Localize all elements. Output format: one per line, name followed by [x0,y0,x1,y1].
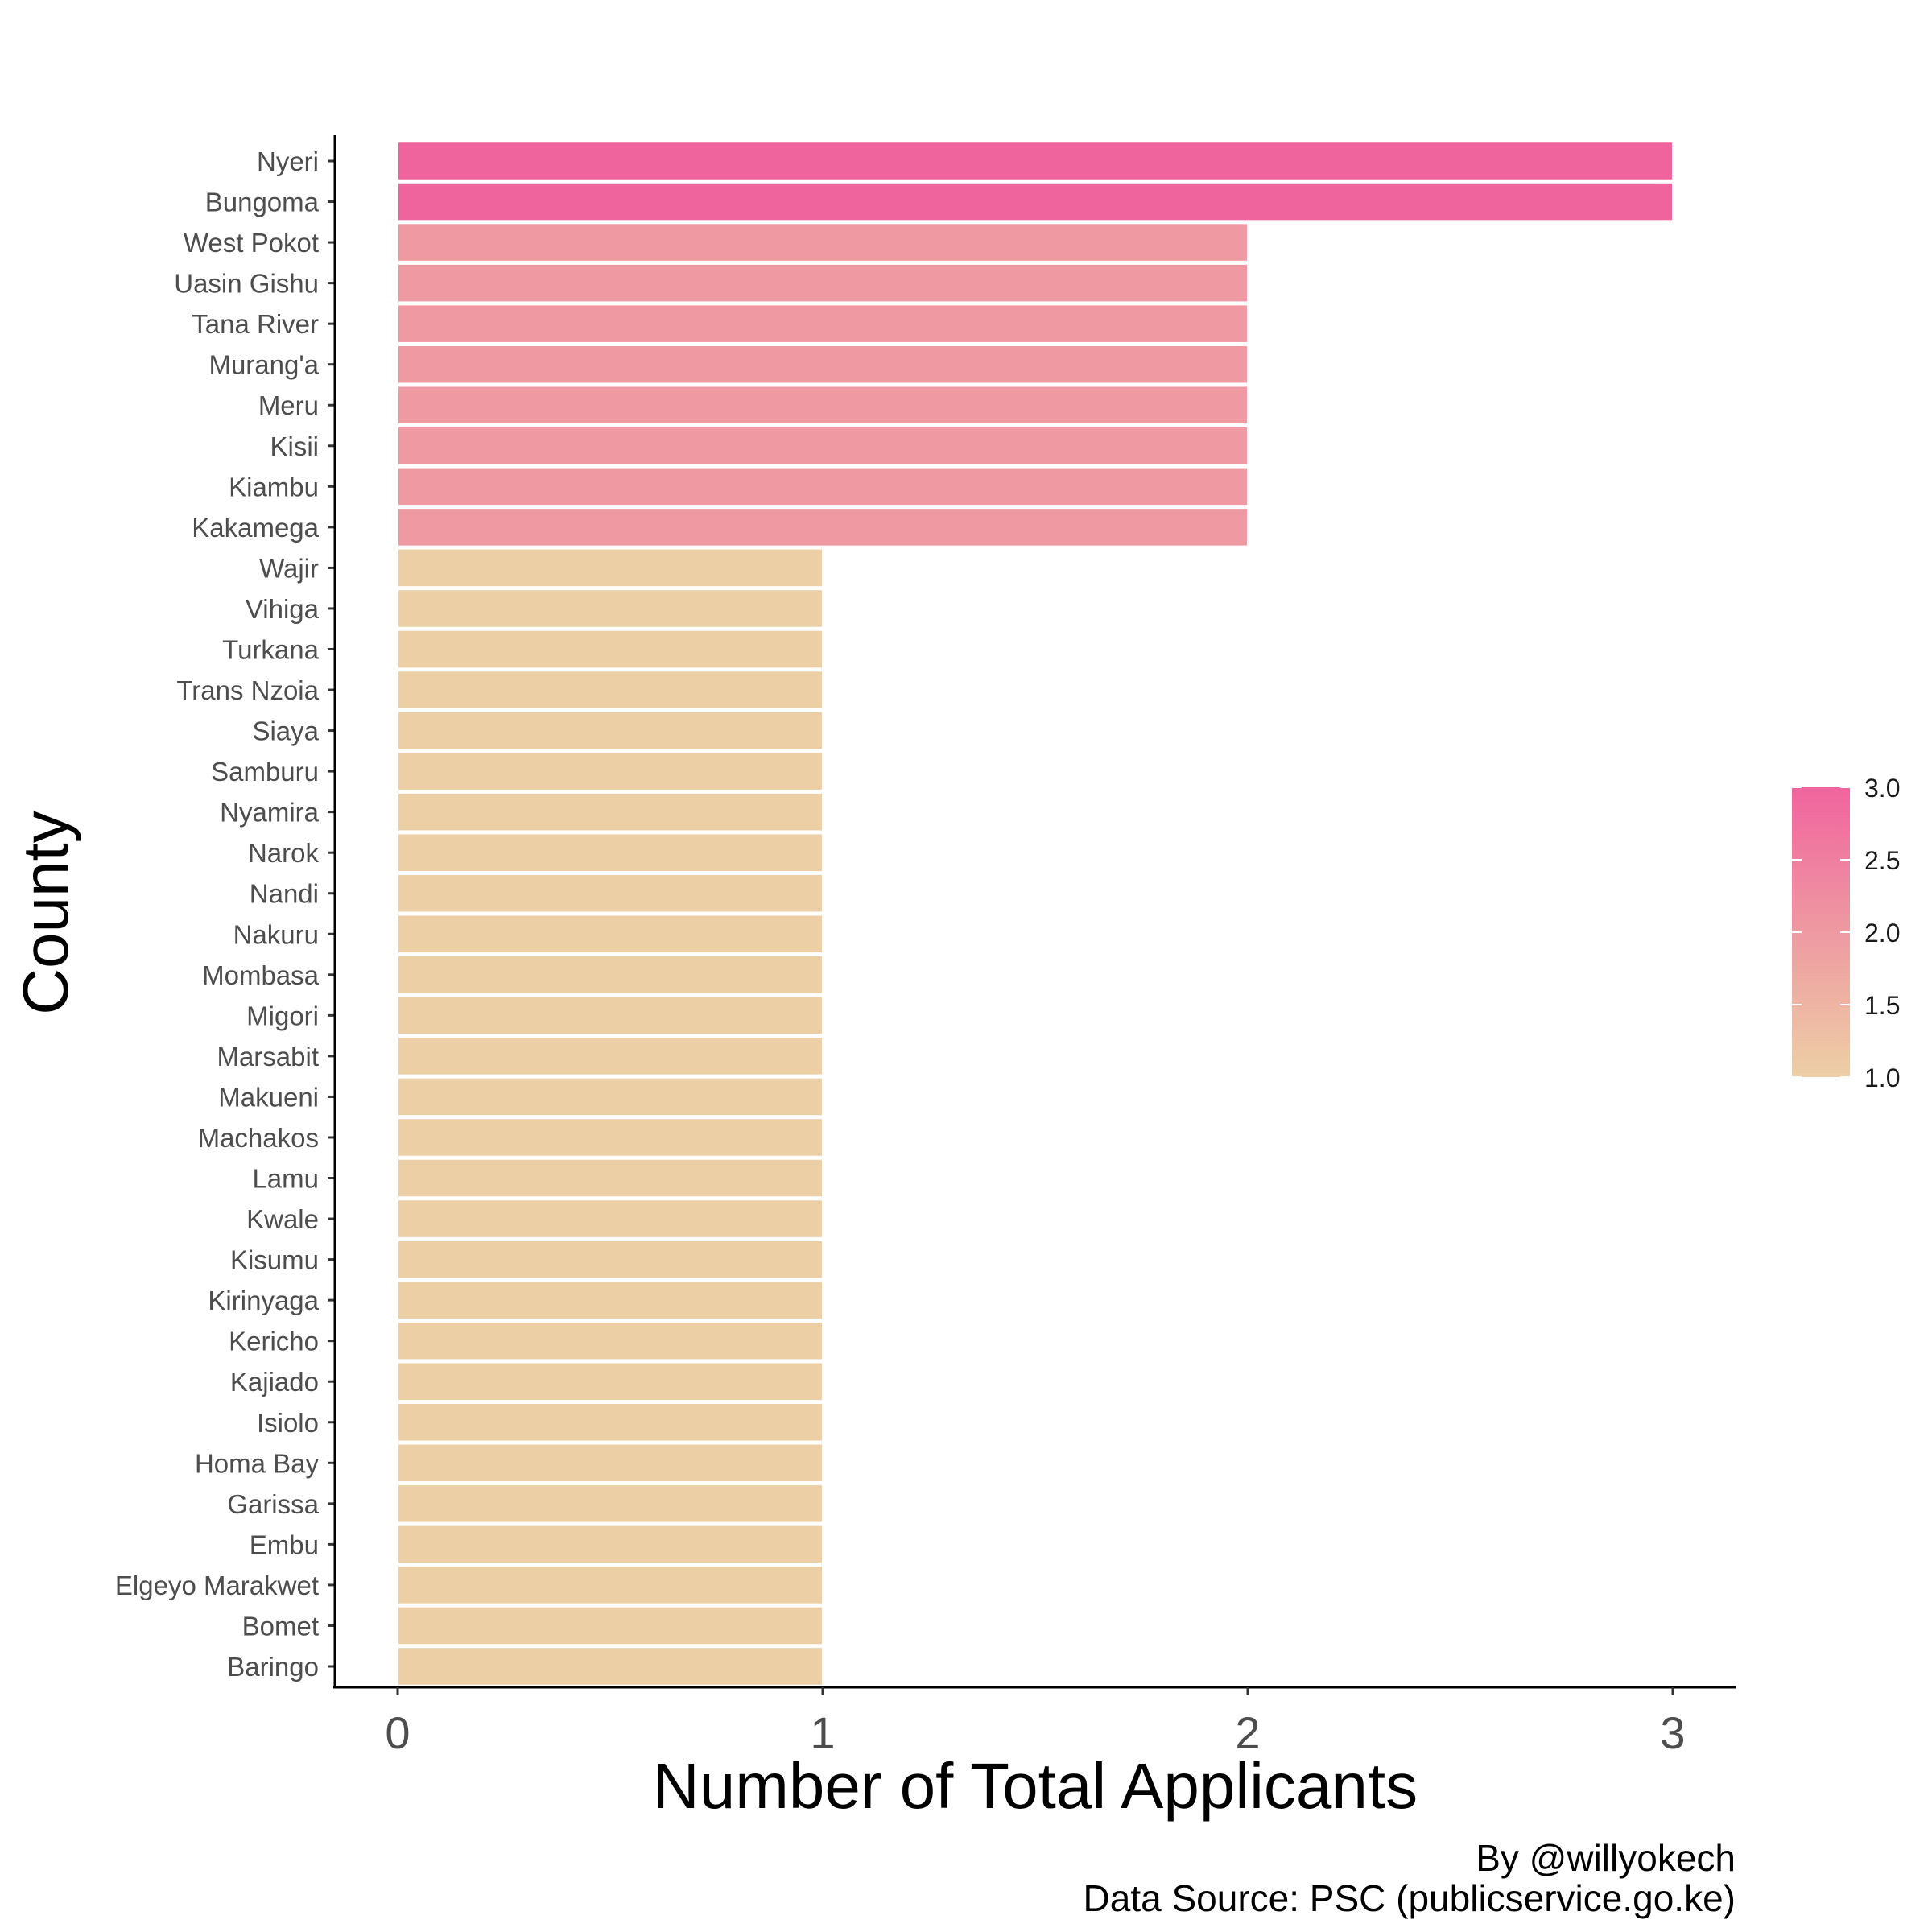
y-tick-label: Vihiga [246,594,320,624]
x-tick-label: 2 [1235,1707,1260,1758]
bar [397,832,824,873]
y-tick-label: Machakos [198,1123,319,1153]
bar [397,507,1249,547]
bar [397,1646,824,1686]
bar [397,1402,824,1443]
y-tick-label: Nyamira [220,798,319,828]
bar [397,1320,824,1361]
bar [397,1565,824,1605]
y-tick-label: Nakuru [233,919,319,949]
y-tick-label: Nandi [250,879,319,909]
bar [397,547,824,588]
bar [397,1239,824,1280]
bar [397,1199,824,1239]
bar [397,1524,824,1565]
bar [397,1158,824,1199]
bar [397,1076,824,1117]
y-tick-label: Bungoma [205,188,320,217]
y-tick-label: Garissa [227,1489,319,1519]
axes [328,135,1736,1689]
bar [397,426,1249,466]
legend-label: 1.0 [1864,1063,1900,1092]
x-axis-title: Number of Total Applicants [653,1750,1418,1822]
y-tick-label: Kericho [229,1327,319,1356]
y-tick-label: Mombasa [202,960,320,990]
y-tick-label: Kisii [270,431,319,461]
y-axis-title: County [10,811,81,1014]
y-tick-label: Kajiado [230,1367,319,1397]
y-tick-label: Embu [250,1530,319,1559]
y-axis-labels: Nyeri Bungoma West Pokot Uasin Gishu Tana Ri… [115,147,320,1682]
bar [397,262,1249,303]
bar [397,1036,824,1076]
y-tick-label: Elgeyo Marakwet [115,1571,319,1600]
bar [397,914,824,955]
y-tick-label: Homa Bay [195,1448,320,1478]
y-tick-label: Marsabit [217,1042,319,1071]
bar [397,466,1249,507]
legend-label: 2.5 [1864,846,1900,875]
y-tick-label: Wajir [259,553,319,583]
y-tick-label: Samburu [211,757,319,786]
bar [397,670,824,710]
bar [397,1443,824,1484]
y-tick-label: Meru [258,390,319,420]
legend-label: 1.5 [1864,991,1900,1020]
bar [397,181,1674,222]
y-tick-label: Trans Nzoia [176,675,319,705]
y-tick-label: Lamu [252,1164,319,1194]
bar [397,1361,824,1402]
y-tick-label: Isiolo [257,1408,319,1438]
bar [397,1117,824,1158]
caption-line: By @willyokech [1476,1837,1736,1879]
bar [397,710,824,751]
y-tick-label: Kisumu [230,1245,319,1275]
bar [397,1280,824,1320]
x-tick-label: 1 [810,1707,835,1758]
bar [397,995,824,1036]
caption-line: Data Source: PSC (publicservice.go.ke) [1084,1877,1736,1919]
x-axis-ticks: 0 1 2 3 [385,1687,1686,1758]
x-tick-label: 0 [385,1707,410,1758]
y-tick-label: Siaya [252,716,319,746]
bar [397,344,1249,385]
legend-label: 2.0 [1864,919,1900,947]
y-tick-label: West Pokot [184,228,319,258]
bar [397,1484,824,1524]
color-legend: 3.0 2.5 2.0 1.5 1.0 [1792,774,1900,1092]
y-tick-label: Migori [246,1001,319,1030]
bar [397,873,824,914]
bar [397,588,824,629]
y-tick-label: Tana River [192,309,319,339]
bar [397,791,824,832]
y-tick-label: Makueni [218,1082,319,1112]
y-tick-label: Nyeri [257,147,319,176]
bar [397,303,1249,344]
y-tick-label: Kirinyaga [208,1286,319,1315]
bar [397,751,824,791]
y-tick-label: Murang'a [208,350,319,380]
y-tick-label: Kiambu [229,472,319,502]
legend-label: 3.0 [1864,774,1900,803]
y-tick-label: Bomet [242,1611,319,1641]
y-tick-label: Uasin Gishu [174,269,319,299]
y-tick-label: Kakamega [192,513,319,543]
bar [397,385,1249,426]
bars-layer [397,141,1674,1686]
x-tick-label: 3 [1660,1707,1685,1758]
y-tick-label: Narok [248,838,320,868]
y-tick-label: Baringo [227,1652,319,1682]
y-tick-label: Kwale [246,1204,319,1234]
bar [397,955,824,995]
y-tick-label: Turkana [222,634,319,664]
bar [397,222,1249,262]
bar [397,629,824,670]
bar [397,1605,824,1646]
bar [397,141,1674,181]
